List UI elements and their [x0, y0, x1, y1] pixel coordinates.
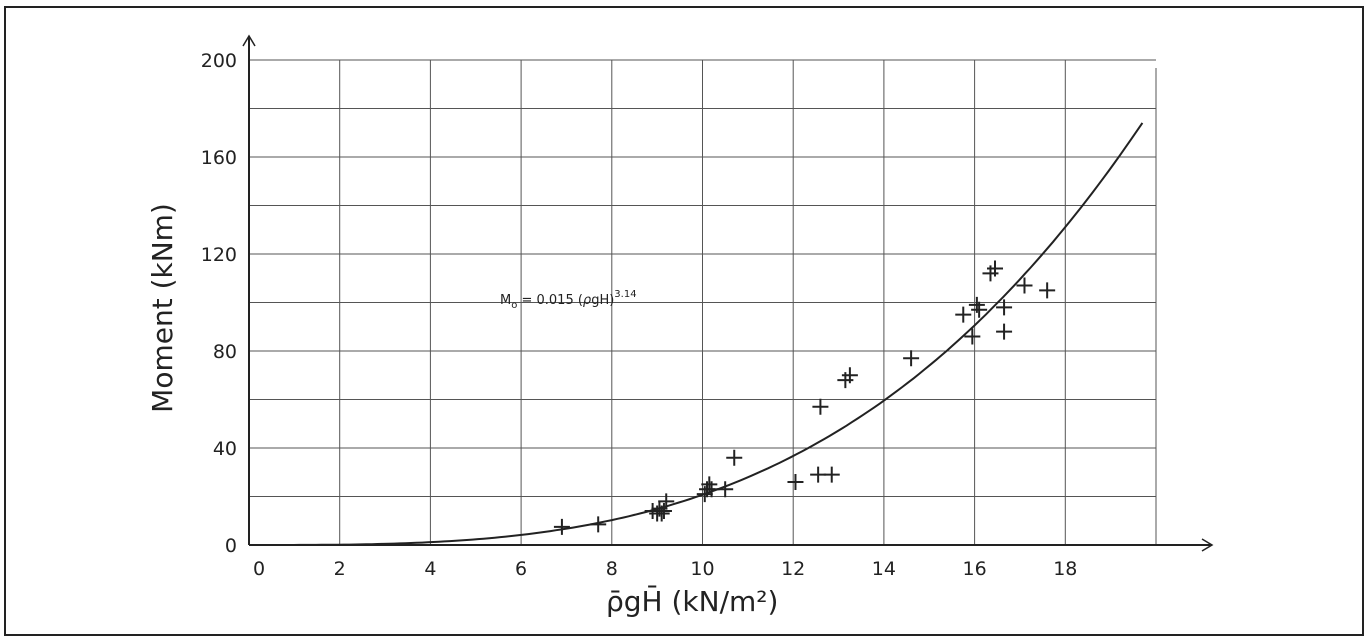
scatter-chart: 0 2 4 6 8 10 12 14 16 18 0 40 80 120 160 200 ρ̄gH̄ (kN…	[146, 34, 1214, 618]
x-tick-label: 12	[781, 558, 805, 580]
x-axis-arrow	[1201, 538, 1214, 552]
eq-gh: gH	[591, 293, 609, 308]
grid	[249, 59, 1157, 545]
x-tick-label: 14	[872, 558, 896, 580]
data-point	[653, 505, 670, 522]
x-tick-label: 0	[253, 558, 265, 580]
y-tick-label: 160	[201, 147, 237, 169]
x-tick-label: 4	[424, 558, 436, 580]
eq-exponent: 3.14	[614, 289, 636, 300]
data-point	[717, 481, 734, 498]
data-point	[971, 301, 988, 318]
data-point	[726, 449, 743, 466]
x-tick-label: 6	[515, 558, 527, 580]
data-point	[703, 481, 720, 498]
x-tick-label: 8	[606, 558, 618, 580]
data-point	[553, 518, 570, 535]
eq-rho: ρ	[583, 293, 592, 308]
data-point	[987, 260, 1004, 277]
eq-m: M	[500, 293, 511, 308]
y-tick-label: 40	[213, 438, 237, 460]
x-tick-labels: 0 2 4 6 8 10 12 14 16 18	[253, 558, 1077, 580]
fit-equation: Mo = 0.015 (ρgH)3.14	[500, 289, 637, 311]
data-point	[1039, 282, 1056, 299]
eq-close: )	[609, 293, 614, 308]
data-point	[903, 350, 920, 367]
data-point	[955, 306, 972, 323]
data-point	[810, 466, 827, 483]
x-tick-label: 18	[1053, 558, 1077, 580]
y-tick-labels: 0 40 80 120 160 200	[201, 50, 237, 557]
data-point	[658, 493, 675, 510]
data-point	[841, 367, 858, 384]
axes	[242, 34, 1214, 552]
eq-sub: o	[511, 300, 517, 311]
data-point	[996, 299, 1013, 316]
data-point	[655, 503, 672, 520]
y-tick-label: 0	[225, 535, 237, 557]
data-point	[812, 398, 829, 415]
y-axis-title: Moment (kNm)	[146, 203, 179, 413]
data-point	[1016, 277, 1033, 294]
data-point	[996, 323, 1013, 340]
data-points	[553, 260, 1056, 535]
eq-body: = 0.015 (	[517, 293, 583, 308]
x-tick-label: 2	[334, 558, 346, 580]
y-tick-label: 120	[201, 244, 237, 266]
data-point	[787, 473, 804, 490]
fit-curve	[249, 122, 1144, 546]
data-point	[964, 328, 981, 345]
x-tick-label: 16	[963, 558, 987, 580]
y-axis-arrow	[242, 34, 256, 47]
x-tick-label: 10	[690, 558, 714, 580]
y-tick-label: 80	[213, 341, 237, 363]
chart-frame: 0 2 4 6 8 10 12 14 16 18 0 40 80 120 160 200 ρ̄gH̄ (kN…	[4, 6, 1364, 636]
y-tick-label: 200	[201, 50, 237, 72]
data-point	[590, 516, 607, 533]
x-axis-title: ρ̄gH̄ (kN/m²)	[606, 584, 778, 618]
data-point	[823, 466, 840, 483]
